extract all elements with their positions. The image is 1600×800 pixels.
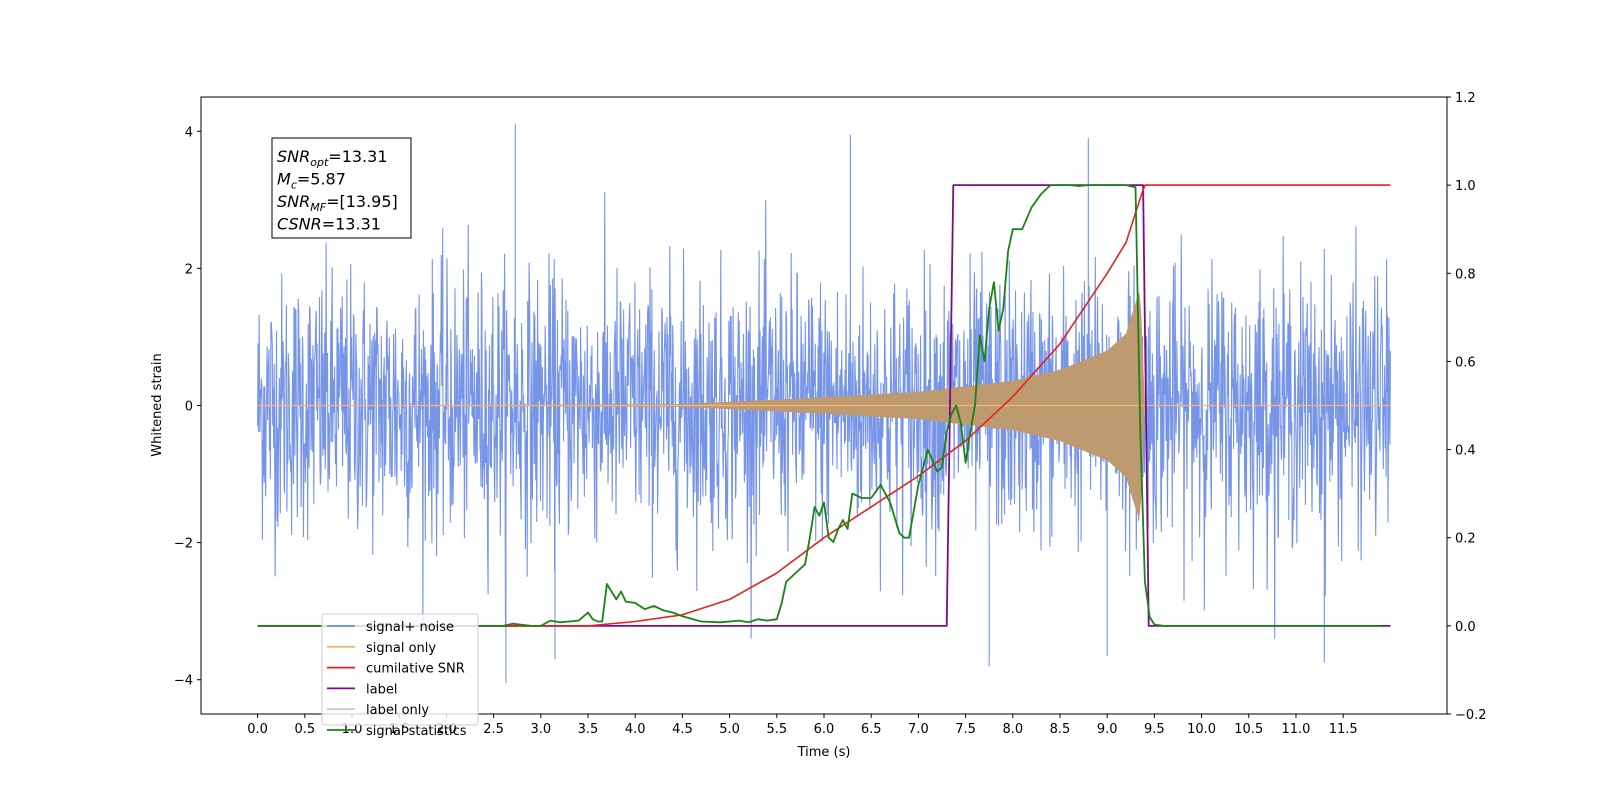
left-y-tick-label: 4	[185, 125, 193, 140]
right-y-tick-label: 1.2	[1455, 91, 1476, 106]
series-layer	[257, 124, 1391, 684]
legend: signal+ noise signal only cumilative SNR la…	[321, 613, 479, 739]
x-tick-label: 3.5	[578, 722, 599, 737]
x-tick-label: 0.0	[247, 722, 268, 737]
x-tick-label: 11.5	[1329, 722, 1358, 737]
x-tick-label: 10.0	[1187, 722, 1216, 737]
x-axis: 0.0 0.5 1.0 1.5 2.0 2.5 3.0 3.5 4.0 4.5 5.0 5.5 6.0 6…	[247, 714, 1358, 737]
annotation-line: Mc=5.87	[277, 170, 346, 192]
annotation-box: SNRopt=13.31Mc=5.87SNRMF=[13.95]CSNR=13.…	[271, 137, 412, 239]
x-tick-label: 2.0	[436, 722, 457, 737]
x-axis-title: Time (s)	[797, 745, 851, 760]
x-tick-label: 10.5	[1234, 722, 1263, 737]
x-tick-label: 1.5	[389, 722, 410, 737]
legend-label: cumilative SNR	[366, 662, 465, 677]
x-tick-label: 9.0	[1097, 722, 1118, 737]
x-tick-label: 8.0	[1002, 722, 1023, 737]
legend-frame	[321, 613, 479, 726]
legend-label: signal only	[366, 641, 436, 656]
left-y-axis: −4 −2 0 2 4	[174, 125, 201, 689]
legend-label: signal+ noise	[366, 620, 454, 635]
x-tick-label: 3.0	[530, 722, 551, 737]
legend-label: label	[366, 682, 397, 697]
annotation-line: CSNR=13.31	[277, 215, 381, 234]
x-tick-label: 6.0	[814, 722, 835, 737]
cumilative-snr-line	[257, 184, 1391, 627]
legend-label: signal statistics	[366, 724, 467, 739]
right-y-tick-label: −0.2	[1455, 708, 1487, 723]
right-y-tick-label: 0.0	[1455, 620, 1476, 635]
x-tick-label: 2.5	[483, 722, 504, 737]
x-tick-label: 4.0	[625, 722, 646, 737]
left-y-tick-label: 0	[185, 400, 193, 415]
left-y-axis-title: Whitened strain	[150, 353, 165, 456]
annotation-frame	[271, 137, 412, 239]
annotation-line: SNRMF=[13.95]	[277, 192, 398, 214]
x-tick-label: 7.0	[908, 722, 929, 737]
right-y-tick-label: 1.0	[1455, 179, 1476, 194]
x-tick-label: 8.5	[1050, 722, 1071, 737]
signal-statistics-line	[257, 184, 1381, 627]
x-tick-label: 5.0	[719, 722, 740, 737]
x-tick-label: 4.5	[672, 722, 693, 737]
right-y-tick-label: 0.6	[1455, 355, 1476, 370]
right-y-axis: −0.2 0.0 0.2 0.4 0.6 0.8 1.0 1.2	[1447, 91, 1487, 723]
x-tick-label: 5.5	[766, 722, 787, 737]
legend-label: label only	[366, 703, 429, 718]
x-tick-label: 11.0	[1281, 722, 1310, 737]
left-y-tick-label: −4	[174, 674, 193, 689]
x-tick-label: 7.5	[955, 722, 976, 737]
x-tick-label: 6.5	[861, 722, 882, 737]
right-y-tick-label: 0.4	[1455, 444, 1476, 459]
right-y-tick-label: 0.2	[1455, 532, 1476, 547]
x-tick-label: 9.5	[1144, 722, 1165, 737]
left-y-tick-label: 2	[185, 262, 193, 277]
left-y-tick-label: −2	[174, 537, 193, 552]
right-y-tick-label: 0.8	[1455, 267, 1476, 282]
annotation-line: SNRopt=13.31	[277, 147, 388, 169]
x-tick-label: 0.5	[294, 722, 315, 737]
